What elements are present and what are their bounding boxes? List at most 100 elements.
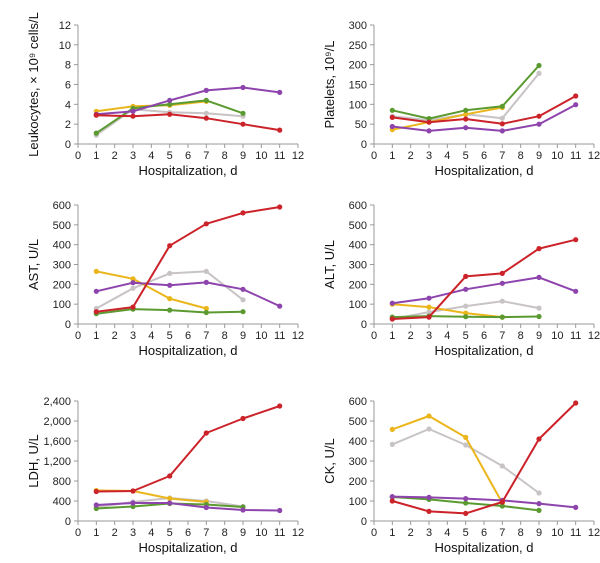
y-tick-label: 12 (59, 20, 71, 32)
y-axis-label: LDH, U/L (26, 434, 41, 487)
red-data-point (573, 93, 579, 99)
yellow-data-point (167, 296, 173, 302)
y-axis-label: Platelets, 10⁹/L (322, 41, 337, 129)
green-data-point (536, 507, 542, 513)
y-tick-label: 600 (349, 396, 367, 408)
y-tick-label: 2 (65, 119, 71, 131)
purple-series-line (392, 103, 577, 132)
x-tick-label: 1 (93, 150, 99, 162)
x-axis-label: Hospitalization, d (435, 163, 534, 178)
purple-series-line (392, 276, 577, 305)
x-tick-label: 4 (148, 527, 154, 539)
x-tick-label: 3 (426, 330, 432, 342)
green-data-point (463, 107, 469, 113)
red-data-point (573, 237, 579, 243)
x-axis-label: Hospitalization, d (435, 540, 534, 555)
x-tick-label: 2 (408, 527, 414, 539)
red-data-point (499, 499, 505, 505)
x-tick-label: 1 (93, 527, 99, 539)
red-data-point (426, 314, 432, 320)
red-data-point (240, 210, 246, 216)
red-data-point (167, 111, 173, 117)
y-tick-label: 2,400 (43, 396, 71, 408)
x-tick-label: 3 (426, 150, 432, 162)
yellow-data-point (167, 495, 173, 502)
x-tick-label: 6 (185, 150, 191, 162)
y-tick-label: 300 (53, 260, 71, 272)
x-tick-label: 9 (240, 527, 246, 539)
yellow-series-line (392, 303, 503, 319)
y-axis-label: ALT, U/L (322, 240, 337, 289)
x-axis-label: Hospitalization, d (139, 540, 238, 555)
red-data-point (130, 304, 136, 310)
green-data-point (536, 313, 542, 320)
yellow-data-point (203, 305, 209, 312)
red-data-point (277, 204, 283, 210)
red-data-point (93, 488, 99, 495)
y-tick-label: 0 (361, 319, 367, 331)
yellow-series-line (96, 270, 207, 310)
purple-series-line (392, 495, 576, 509)
y-tick-label: 0 (65, 319, 71, 331)
y-tick-label: 100 (53, 299, 71, 311)
y-tick-label: 100 (349, 299, 367, 311)
purple-data-point (167, 97, 173, 103)
x-tick-label: 12 (292, 330, 304, 342)
gray-data-point (463, 442, 469, 448)
x-tick-label: 12 (292, 150, 304, 162)
purple-data-point (203, 279, 209, 285)
y-axis-label: CK, U/L (322, 438, 337, 484)
red-data-point (240, 415, 246, 422)
gray-data-point (389, 441, 395, 447)
gray-data-point (426, 426, 432, 432)
x-tick-label: 8 (222, 527, 228, 539)
red-series-line (96, 206, 280, 313)
x-tick-label: 10 (551, 330, 563, 342)
x-tick-label: 7 (499, 527, 505, 539)
x-tick-label: 10 (551, 527, 563, 539)
purple-data-point (167, 282, 173, 288)
x-axis-label: Hospitalization, d (139, 343, 238, 358)
red-data-point (277, 403, 283, 409)
x-tick-label: 4 (444, 150, 450, 162)
x-tick-label: 12 (588, 527, 600, 539)
gray-data-point (426, 309, 432, 315)
purple-data-point (277, 303, 283, 309)
red-data-point (389, 498, 395, 504)
purple-data-point (130, 280, 136, 286)
y-tick-label: 0 (361, 139, 367, 151)
purple-data-point (426, 295, 432, 301)
y-tick-label: 600 (349, 200, 367, 212)
x-tick-label: 1 (93, 330, 99, 342)
x-tick-label: 11 (274, 150, 285, 162)
gray-data-point (130, 285, 136, 291)
green-data-point (240, 110, 246, 116)
purple-data-point (240, 507, 246, 513)
y-tick-label: 8 (65, 60, 71, 72)
purple-data-point (463, 286, 469, 292)
x-tick-label: 2 (408, 150, 414, 162)
red-data-point (167, 243, 173, 249)
green-data-point (426, 116, 432, 122)
red-series-line (392, 402, 577, 515)
y-tick-label: 150 (349, 80, 367, 92)
red-data-point (240, 121, 246, 127)
gray-data-point (463, 303, 469, 309)
green-data-point (240, 309, 246, 315)
x-tick-label: 4 (148, 330, 154, 342)
red-series-line (392, 95, 577, 125)
y-tick-label: 50 (355, 119, 367, 131)
y-tick-label: 300 (349, 260, 367, 272)
red-data-point (536, 113, 542, 119)
green-data-point (167, 101, 173, 107)
y-tick-label: 300 (349, 20, 367, 32)
y-axis-label: Leukocytes, × 10⁹ cells/L (26, 12, 41, 157)
y-tick-label: 500 (349, 220, 367, 232)
x-tick-label: 1 (389, 150, 395, 162)
x-tick-label: 11 (274, 330, 285, 342)
